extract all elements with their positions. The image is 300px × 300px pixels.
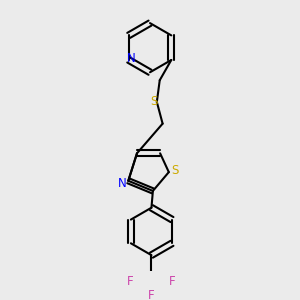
Text: N: N [118, 177, 126, 190]
Text: S: S [150, 95, 158, 108]
Text: F: F [148, 289, 155, 300]
Text: N: N [127, 52, 136, 65]
Text: F: F [169, 275, 176, 288]
Text: S: S [172, 164, 179, 177]
Text: F: F [127, 275, 134, 288]
